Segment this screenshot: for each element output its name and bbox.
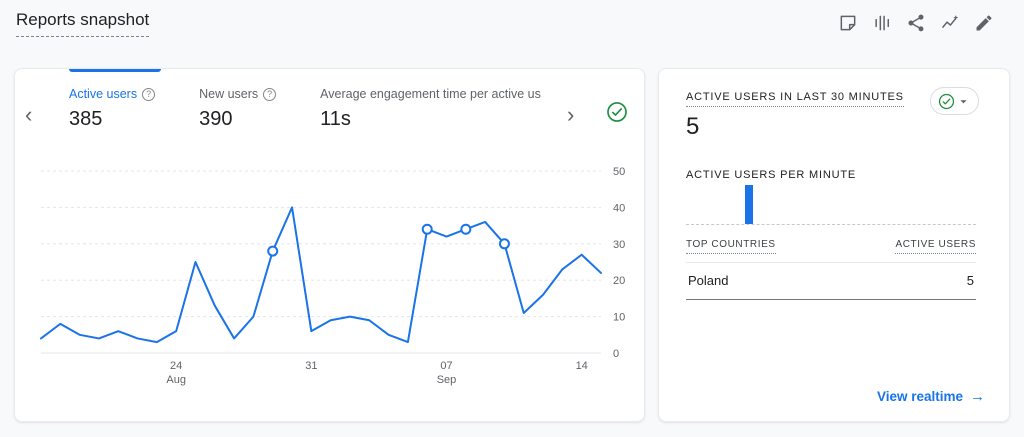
x-axis-tick-sublabel: Sep <box>437 374 457 386</box>
per-minute-title: ACTIVE USERS PER MINUTE <box>686 169 856 181</box>
minute-slot <box>754 185 764 224</box>
trend-line <box>40 206 602 344</box>
minute-slot <box>937 185 947 224</box>
y-axis-tick-label: 10 <box>613 312 625 324</box>
y-axis-tick-label: 20 <box>613 275 625 287</box>
comparison-icon[interactable] <box>872 13 892 33</box>
top-countries-table: TOP COUNTRIES ACTIVE USERS Poland 5 <box>686 239 976 300</box>
minute-slot <box>908 185 918 224</box>
reports-snapshot-card: ‹ Active users 385 New users 390 Average… <box>14 68 645 422</box>
metric-label: Active users <box>69 87 138 101</box>
realtime-status-dropdown[interactable] <box>930 87 979 115</box>
data-point-marker <box>421 223 433 235</box>
minute-slot <box>725 185 735 224</box>
y-axis-tick-label: 0 <box>613 348 619 360</box>
y-axis-tick-label: 50 <box>613 166 625 178</box>
table-header-row: TOP COUNTRIES ACTIVE USERS <box>686 239 976 263</box>
minute-slot <box>821 185 831 224</box>
data-point-marker <box>498 238 510 250</box>
scroll-metrics-right-icon[interactable]: › <box>567 102 575 127</box>
tab-new-users[interactable]: New users 390 <box>199 87 277 131</box>
column-header-countries: TOP COUNTRIES <box>686 239 776 254</box>
tab-active-users[interactable]: Active users 385 <box>69 87 156 131</box>
x-axis-tick-label: 24 <box>170 360 182 372</box>
data-point-marker <box>267 245 279 257</box>
column-header-active-users: ACTIVE USERS <box>895 239 976 254</box>
metric-value: 11s <box>320 108 351 130</box>
edit-icon[interactable] <box>974 13 994 33</box>
minute-slot <box>831 185 841 224</box>
help-icon[interactable] <box>263 87 277 101</box>
minute-slot <box>705 185 715 224</box>
minute-slot <box>773 185 783 224</box>
minute-slot <box>802 185 812 224</box>
country-name: Poland <box>688 273 729 288</box>
realtime-title: ACTIVE USERS IN LAST 30 MINUTES <box>686 91 904 107</box>
minute-slot <box>860 185 870 224</box>
metric-value: 390 <box>199 108 233 130</box>
header-toolbar <box>838 13 994 33</box>
chevron-down-icon <box>960 99 967 103</box>
minute-bar <box>744 185 753 224</box>
active-users-line-chart: 0 10 20 30 40 50 24 Aug 31 07 Sep 14 <box>40 166 625 386</box>
note-icon[interactable] <box>838 13 858 33</box>
minute-slot <box>957 185 967 224</box>
x-axis-tick-label: 31 <box>305 360 317 372</box>
minute-slot <box>947 185 957 224</box>
table-row: Poland 5 <box>686 263 976 300</box>
minute-slot <box>966 185 976 224</box>
minute-slot <box>734 185 744 224</box>
x-axis-tick-label: 07 <box>440 360 452 372</box>
minute-slot <box>870 185 880 224</box>
view-realtime-link[interactable]: View realtime → <box>876 388 985 405</box>
minute-slot <box>783 185 793 224</box>
arrow-right-icon: → <box>970 388 985 405</box>
metric-value: 385 <box>69 108 103 130</box>
help-icon[interactable] <box>142 87 156 101</box>
minute-slot <box>763 185 773 224</box>
minute-slot <box>899 185 909 224</box>
minute-slot <box>889 185 899 224</box>
country-users: 5 <box>966 273 974 288</box>
minute-slot <box>686 185 696 224</box>
minute-slot <box>928 185 938 224</box>
metric-label: Average engagement time per active us <box>320 87 541 101</box>
minute-slot <box>696 185 706 224</box>
minute-slot <box>879 185 889 224</box>
y-axis-tick-label: 40 <box>613 202 625 214</box>
minute-slot <box>744 185 754 224</box>
metric-label: New users <box>199 87 259 101</box>
x-axis-tick-sublabel: Aug <box>166 374 186 386</box>
active-tab-indicator <box>69 69 161 72</box>
data-quality-check-icon[interactable] <box>606 101 628 123</box>
active-users-per-minute-chart <box>686 185 976 225</box>
minute-slot <box>841 185 851 224</box>
data-point-marker <box>460 223 472 235</box>
check-circle-icon <box>938 93 955 109</box>
metric-tabs: Active users 385 New users 390 Average e… <box>69 87 585 131</box>
tab-avg-engagement-time[interactable]: Average engagement time per active us 11… <box>320 87 541 131</box>
minute-slot <box>792 185 802 224</box>
y-axis-tick-label: 30 <box>613 239 625 251</box>
realtime-card: ACTIVE USERS IN LAST 30 MINUTES 5 ACTIVE… <box>658 68 1010 422</box>
minute-slot <box>812 185 822 224</box>
scroll-metrics-left-icon[interactable]: ‹ <box>25 102 33 127</box>
minute-slot <box>918 185 928 224</box>
insights-icon[interactable] <box>940 13 960 33</box>
minute-slot <box>715 185 725 224</box>
page-title[interactable]: Reports snapshot <box>16 10 150 37</box>
active-users-30min-value: 5 <box>686 113 700 140</box>
minute-slot <box>850 185 860 224</box>
share-icon[interactable] <box>906 13 926 33</box>
x-axis-tick-label: 14 <box>576 360 588 372</box>
